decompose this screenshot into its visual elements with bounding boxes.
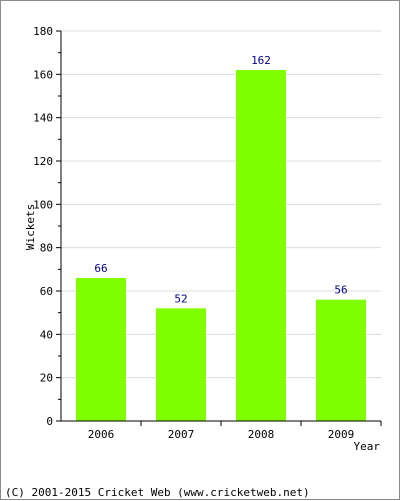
x-tick-label: 2009	[328, 428, 355, 441]
y-axis-title: Wickets	[24, 204, 37, 250]
y-tick-label: 160	[33, 68, 53, 81]
y-tick-label: 0	[46, 415, 53, 428]
axes	[56, 30, 382, 426]
copyright-footer: (C) 2001-2015 Cricket Web (www.cricketwe…	[5, 486, 310, 499]
y-tick-labels: 0 20 40 60 80 100 120 140 160 180	[33, 25, 53, 428]
bar-2009	[316, 299, 366, 421]
y-tick-label: 120	[33, 155, 53, 168]
y-tick-label: 40	[40, 328, 53, 341]
y-tick-label: 20	[40, 372, 53, 385]
y-tick-label: 60	[40, 285, 53, 298]
data-label: 66	[94, 262, 107, 275]
data-label: 162	[251, 54, 271, 67]
x-tick-label: 2006	[88, 428, 115, 441]
data-label: 56	[334, 284, 347, 297]
bar-2008	[236, 70, 286, 421]
data-labels: 66 52 162 56	[94, 54, 347, 305]
bars	[76, 70, 366, 421]
data-label: 52	[174, 292, 187, 305]
x-tick-label: 2007	[168, 428, 195, 441]
y-tick-label: 180	[33, 25, 53, 38]
y-tick-label: 140	[33, 112, 53, 125]
y-tick-label: 80	[40, 242, 53, 255]
x-tick-label: 2008	[248, 428, 275, 441]
x-axis-title: Year	[354, 440, 381, 453]
y-tick-label: 100	[33, 198, 53, 211]
bar-2007	[156, 308, 206, 421]
bar-2006	[76, 278, 126, 421]
x-tick-labels: 2006 2007 2008 2009	[88, 428, 355, 441]
